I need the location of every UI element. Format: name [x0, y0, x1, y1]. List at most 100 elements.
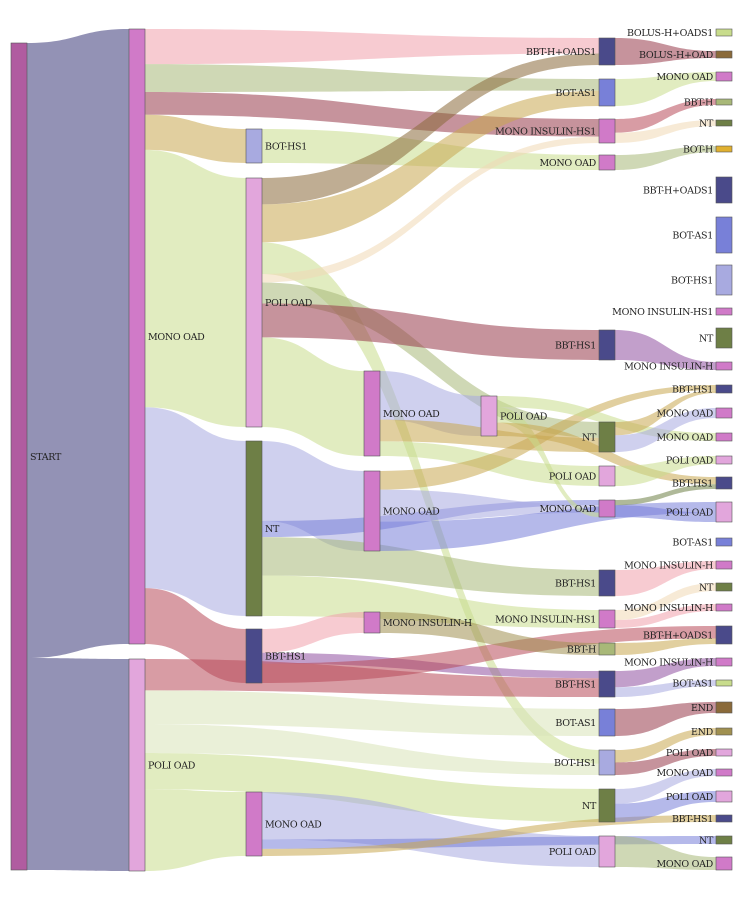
- node-f_mihs1[interactable]: [715, 307, 733, 316]
- node-c5_boths1[interactable]: [598, 749, 616, 776]
- link-c4_poli-to-c5_mono2: [497, 407, 599, 517]
- node-f_nt_d[interactable]: [715, 835, 733, 845]
- link-c5_mono2-to-f_poli_b: [615, 505, 716, 522]
- node-label-c3_mono_b: MONO OAD: [383, 507, 440, 518]
- node-f_bbths1_a[interactable]: [715, 384, 733, 394]
- node-f_mono_b[interactable]: [715, 407, 733, 419]
- link-c5_bbths1_c-to-f_mih_d: [615, 658, 716, 688]
- node-f_bbth_a[interactable]: [715, 98, 733, 106]
- node-label-f_mihs1: MONO INSULIN-HS1: [612, 307, 713, 318]
- node-c4_poli[interactable]: [480, 395, 498, 437]
- node-label-c5_bbth: BBT-H: [567, 645, 596, 656]
- node-label-f_bbthoads1_b: BBT-H+OADS1: [643, 631, 713, 642]
- link-c3_mono_b-to-c5_mono2: [380, 489, 599, 522]
- node-f_bbths1_b[interactable]: [715, 476, 733, 490]
- node-label-f_bbths1_a: BBT-HS1: [672, 385, 713, 396]
- link-s1_mono-to-c2_poli: [145, 149, 246, 427]
- node-label-f_bbth_a: BBT-H: [684, 98, 713, 109]
- node-c5_poli2[interactable]: [598, 835, 616, 868]
- node-label-c5_mihs1: MONO INSULIN-HS1: [495, 127, 596, 138]
- node-label-f_poli_b: POLI OAD: [666, 508, 714, 519]
- node-c5_mihs1_b[interactable]: [598, 609, 616, 629]
- node-c5_botas1[interactable]: [598, 78, 616, 107]
- node-f_end_b[interactable]: [715, 727, 733, 736]
- node-f_mono_e[interactable]: [715, 856, 733, 871]
- node-c3_mono_a[interactable]: [363, 370, 381, 457]
- node-f_poli_d[interactable]: [715, 790, 733, 803]
- node-label-c5_bbths1_a: BBT-HS1: [555, 341, 596, 352]
- node-label-f_nt_a: NT: [699, 119, 714, 130]
- node-c5_mihs1[interactable]: [598, 118, 616, 144]
- node-label-f_boths1: BOT-HS1: [671, 276, 713, 287]
- node-f_botas1_c[interactable]: [715, 679, 733, 687]
- node-f_mih_c[interactable]: [715, 603, 733, 612]
- node-f_mih_b[interactable]: [715, 560, 733, 570]
- node-label-c5_nt2: NT: [582, 801, 597, 812]
- node-f_mono_d[interactable]: [715, 768, 733, 777]
- node-s1_poli[interactable]: [128, 658, 146, 872]
- node-start[interactable]: [10, 42, 28, 871]
- node-label-f_mono_a: MONO OAD: [656, 72, 713, 83]
- node-f_poli_c[interactable]: [715, 748, 733, 757]
- node-c2_nt[interactable]: [245, 440, 263, 617]
- node-f_botas1_b[interactable]: [715, 537, 733, 547]
- node-c3_mih[interactable]: [363, 611, 381, 634]
- node-f_bolus_oad[interactable]: [715, 50, 733, 59]
- node-label-f_mih_d: MONO INSULIN-H: [624, 658, 713, 669]
- link-c5_nt1-to-f_bbths1_a: [615, 390, 716, 436]
- node-f_bolus_oads1[interactable]: [715, 28, 733, 37]
- node-label-f_poli_d: POLI OAD: [666, 792, 714, 803]
- node-c5_bbthoads1[interactable]: [598, 37, 616, 66]
- node-c5_nt2[interactable]: [598, 788, 616, 823]
- node-f_nt_c[interactable]: [715, 582, 733, 592]
- node-label-c5_poli1: POLI OAD: [549, 472, 597, 483]
- node-f_poli_a[interactable]: [715, 455, 733, 465]
- node-c5_bbths1_b[interactable]: [598, 569, 616, 597]
- node-label-c2_nt: NT: [265, 524, 280, 535]
- node-c2_poli[interactable]: [245, 177, 263, 428]
- node-f_nt_a[interactable]: [715, 119, 733, 127]
- node-c5_mono1[interactable]: [598, 154, 616, 171]
- node-label-c5_poli2: POLI OAD: [549, 847, 597, 858]
- link-c2_poli-to-c3_mono_a: [262, 337, 364, 456]
- link-s1_mono-to-c2_nt: [145, 407, 246, 616]
- node-c5_bbths1_c[interactable]: [598, 670, 616, 698]
- link-c2_mono-to-f_bbths1_c: [262, 815, 716, 856]
- link-c5_mono1-to-f_both: [615, 146, 716, 170]
- node-c3_mono_b[interactable]: [363, 470, 381, 552]
- node-f_bbthoads1_b[interactable]: [715, 625, 733, 645]
- node-c2_bbths1[interactable]: [245, 628, 263, 684]
- node-label-s1_poli: POLI OAD: [148, 761, 196, 772]
- node-f_bbths1_c[interactable]: [715, 814, 733, 823]
- node-label-c5_boths1: BOT-HS1: [554, 758, 596, 769]
- link-c5_boths1-to-f_poli_c: [615, 749, 716, 775]
- node-c5_mono2[interactable]: [598, 499, 616, 518]
- node-c2_boths1[interactable]: [245, 128, 263, 164]
- node-f_mih_a[interactable]: [715, 361, 733, 371]
- node-f_boths1[interactable]: [715, 264, 733, 296]
- node-f_botas1_a[interactable]: [715, 216, 733, 254]
- link-c3_mih-to-c5_bbth: [380, 612, 599, 655]
- node-f_poli_b[interactable]: [715, 501, 733, 523]
- link-c5_mihs1-to-f_bbth_a: [615, 99, 716, 133]
- node-c5_poli1[interactable]: [598, 465, 616, 487]
- node-f_mih_d[interactable]: [715, 657, 733, 667]
- link-s1_poli-to-c5_nt2: [145, 752, 599, 822]
- node-c5_nt1[interactable]: [598, 421, 616, 453]
- node-c2_mono[interactable]: [245, 791, 263, 857]
- link-c2_poli-to-c5_mihs1: [262, 136, 599, 283]
- node-s1_mono[interactable]: [128, 28, 146, 645]
- node-label-f_mono_d: MONO OAD: [656, 768, 713, 779]
- node-label-f_botas1_c: BOT-AS1: [672, 679, 713, 690]
- node-label-s1_mono: MONO OAD: [148, 332, 205, 343]
- node-label-f_mih_c: MONO INSULIN-H: [624, 603, 713, 614]
- node-c5_bbths1_a[interactable]: [598, 329, 616, 361]
- node-f_bbthoads1[interactable]: [715, 176, 733, 204]
- node-f_mono_c[interactable]: [715, 432, 733, 442]
- node-f_mono_a[interactable]: [715, 71, 733, 82]
- node-f_both[interactable]: [715, 145, 733, 153]
- node-f_nt_b[interactable]: [715, 327, 733, 349]
- node-f_end_a[interactable]: [715, 701, 733, 714]
- node-c5_botas1_b[interactable]: [598, 708, 616, 737]
- node-c5_bbth[interactable]: [598, 642, 616, 656]
